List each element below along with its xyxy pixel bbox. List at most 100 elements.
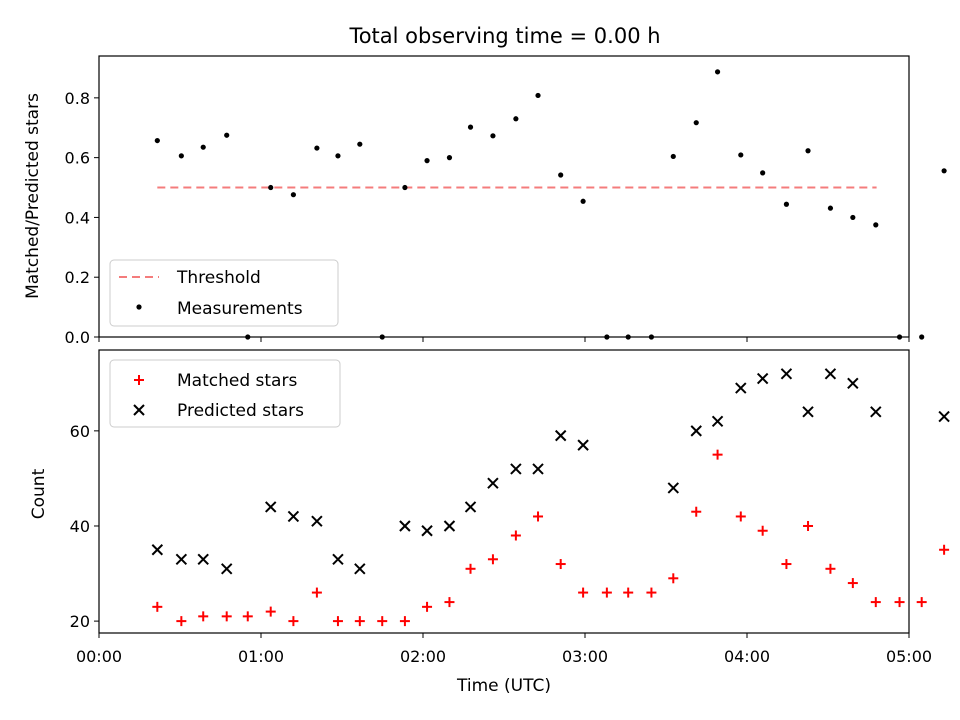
matched-star-point bbox=[735, 511, 746, 522]
x-tick-label: 00:00 bbox=[76, 647, 122, 666]
measurement-point bbox=[467, 124, 474, 130]
x-tick-label: 02:00 bbox=[400, 647, 446, 666]
legend-measurements-swatch bbox=[136, 304, 142, 310]
predicted-star-point bbox=[197, 553, 209, 565]
measurement-point bbox=[783, 201, 790, 207]
ratio-y-tick-label: 0.8 bbox=[65, 89, 90, 108]
measurement-point bbox=[224, 132, 230, 138]
ratio-y-axis-label: Matched/Predicted stars bbox=[23, 93, 43, 299]
measurement-point bbox=[424, 158, 430, 164]
ratio-y-tick-label: 0.0 bbox=[65, 328, 90, 347]
counts-legend: Matched stars Predicted stars bbox=[109, 359, 341, 428]
measurement-point bbox=[402, 184, 408, 191]
predicted-star-point bbox=[667, 482, 679, 494]
measurement-point bbox=[941, 168, 947, 174]
matched-star-point bbox=[757, 525, 768, 536]
matched-star-point bbox=[646, 587, 657, 598]
matched-star-point bbox=[377, 616, 388, 627]
matched-star-point bbox=[555, 559, 566, 570]
ratio-x-ticks bbox=[98, 337, 910, 342]
predicted-star-point bbox=[175, 553, 188, 565]
measurement-point bbox=[490, 133, 496, 139]
counts-x-axis: 00:00 01:00 02:00 03:00 04:00 05:00 bbox=[76, 633, 932, 666]
ratio-y-tick-label: 0.2 bbox=[65, 268, 90, 287]
ratio-legend-box bbox=[109, 259, 339, 327]
matched-star-point bbox=[311, 587, 322, 598]
legend-measurements-label: Measurements bbox=[177, 299, 303, 319]
measurement-point bbox=[290, 192, 296, 198]
predicted-star-point bbox=[577, 439, 589, 451]
ratio-y-tick-label: 0.6 bbox=[65, 149, 90, 168]
predicted-star-point bbox=[554, 429, 567, 442]
matched-star-point bbox=[242, 611, 253, 622]
measurement-point bbox=[738, 152, 744, 158]
predicted-star-point bbox=[690, 425, 702, 437]
counts-panel: 20 40 60 00:00 01:00 02:00 03:00 04:00 05:00 Co… bbox=[29, 349, 950, 696]
measurement-point bbox=[178, 153, 184, 159]
measurement-point bbox=[805, 148, 811, 154]
predicted-star-point bbox=[311, 515, 323, 527]
matched-star-point bbox=[444, 597, 455, 608]
matched-star-point bbox=[939, 544, 950, 555]
measurement-point bbox=[357, 141, 363, 147]
measurement-point bbox=[535, 92, 541, 99]
measurement-point bbox=[670, 153, 676, 160]
counts-y-tick-label: 40 bbox=[70, 517, 90, 536]
measurement-point bbox=[268, 184, 274, 191]
measurement-point bbox=[580, 198, 586, 204]
matched-star-point bbox=[847, 578, 858, 589]
predicted-star-point bbox=[151, 544, 164, 556]
predicted-star-point bbox=[824, 368, 837, 380]
matched-star-point bbox=[487, 554, 498, 565]
matched-star-point bbox=[354, 616, 365, 627]
measurement-point bbox=[919, 334, 925, 340]
measurement-point bbox=[693, 120, 699, 126]
matched-star-point bbox=[601, 587, 612, 598]
counts-y-axis-label: Count bbox=[29, 468, 49, 519]
predicted-star-point bbox=[756, 372, 769, 385]
matched-star-point bbox=[578, 587, 589, 598]
measurement-point bbox=[154, 137, 160, 144]
predicted-star-point bbox=[443, 520, 456, 532]
matched-star-point bbox=[668, 573, 679, 584]
measurement-point bbox=[335, 153, 341, 159]
predicted-star-point bbox=[802, 406, 814, 418]
predicted-star-point bbox=[265, 501, 277, 513]
matched-star-point bbox=[332, 616, 343, 627]
predicted-star-point bbox=[332, 553, 344, 565]
matched-star-point bbox=[176, 616, 187, 627]
chart-title: Total observing time = 0.00 h bbox=[348, 24, 660, 48]
predicted-star-point bbox=[464, 501, 477, 513]
ratio-legend: Threshold Measurements bbox=[109, 259, 339, 327]
measurement-point bbox=[827, 205, 834, 211]
predicted-star-point bbox=[870, 406, 882, 418]
predicted-star-point bbox=[354, 563, 366, 575]
matched-star-point bbox=[803, 520, 814, 531]
legend-predicted-label: Predicted stars bbox=[177, 401, 304, 421]
x-axis-label: Time (UTC) bbox=[456, 676, 551, 696]
matched-star-point bbox=[870, 597, 881, 608]
matched-star-point bbox=[288, 616, 299, 627]
predicted-star-point bbox=[532, 463, 544, 475]
counts-marks bbox=[151, 368, 950, 627]
counts-y-tick-label: 20 bbox=[70, 612, 90, 631]
measurement-point bbox=[314, 145, 320, 151]
matched-star-point bbox=[533, 511, 544, 522]
predicted-star-point bbox=[711, 415, 724, 428]
legend-matched-swatch bbox=[134, 375, 144, 385]
matched-star-point bbox=[894, 597, 905, 608]
matched-star-point bbox=[465, 563, 476, 574]
legend-threshold-label: Threshold bbox=[176, 268, 261, 288]
predicted-star-point bbox=[399, 520, 411, 532]
measurement-point bbox=[558, 172, 564, 178]
x-tick-label: 03:00 bbox=[562, 647, 608, 666]
predicted-star-point bbox=[221, 563, 233, 575]
legend-matched-label: Matched stars bbox=[177, 371, 297, 391]
measurement-point bbox=[850, 214, 856, 221]
predicted-star-point bbox=[287, 510, 300, 523]
predicted-star-point bbox=[780, 368, 793, 380]
measurement-point bbox=[714, 69, 721, 75]
ratio-y-tick-label: 0.4 bbox=[65, 208, 90, 227]
matched-star-point bbox=[781, 559, 792, 570]
